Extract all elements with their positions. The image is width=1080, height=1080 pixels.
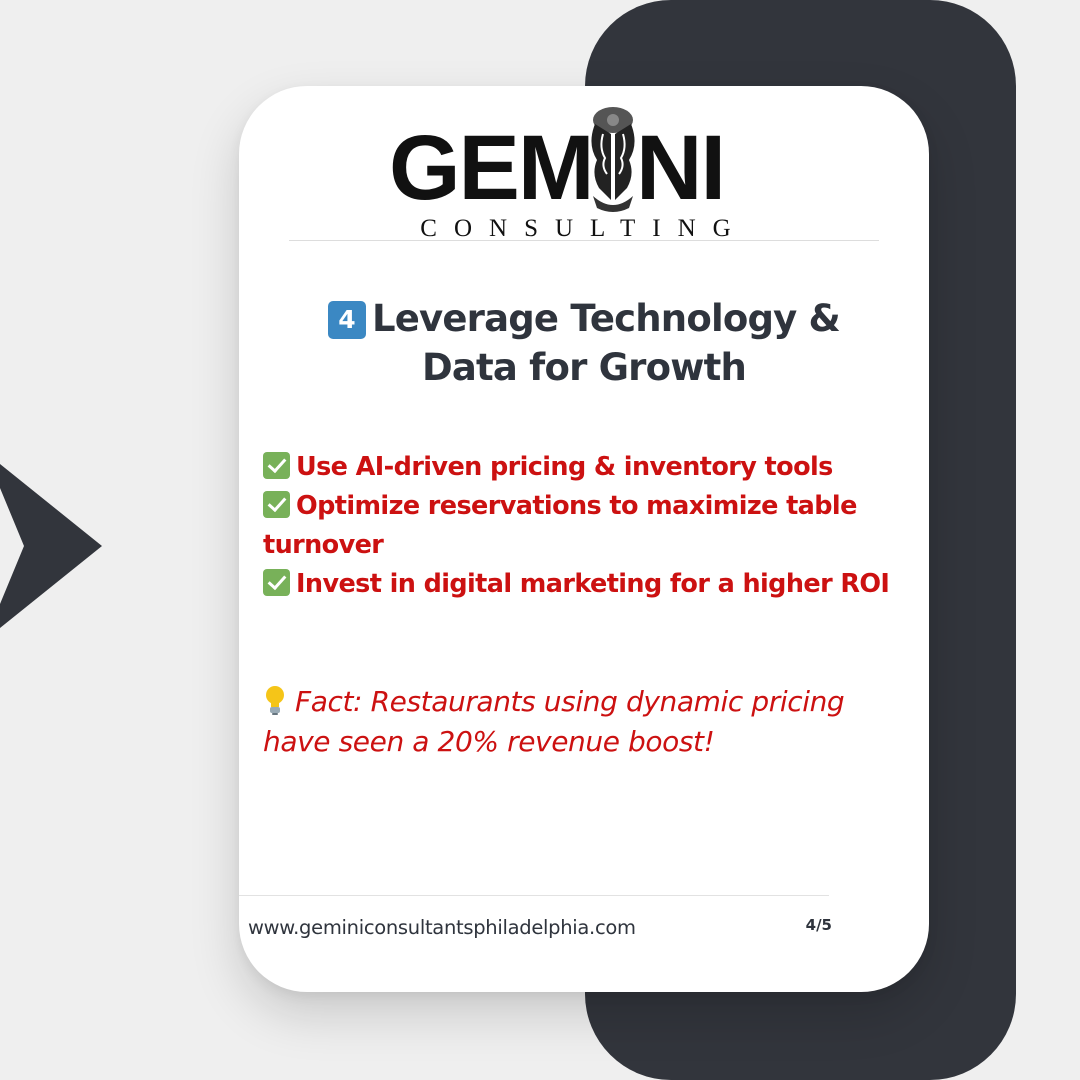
logo-word-left: GEM: [389, 117, 595, 219]
page-indicator: 4/5: [805, 916, 832, 934]
website-url[interactable]: www.geminiconsultantsphiladelphia.com: [248, 916, 636, 939]
list-item: Use AI-driven pricing & inventory tools: [263, 448, 893, 487]
check-mark-icon: [263, 452, 290, 479]
slide-heading: 4 Leverage Technology & Data for Growth: [279, 294, 889, 392]
list-item: Invest in digital marketing for a higher…: [263, 565, 893, 604]
logo-subtitle: CONSULTING: [420, 215, 748, 242]
footer-divider: [239, 895, 829, 896]
fact-callout: Fact: Restaurants using dynamic pricing …: [263, 682, 893, 762]
logo-word-right: NI: [636, 117, 726, 219]
gemini-consulting-logo: GEM NI CONSULTING: [239, 104, 929, 242]
list-item: Optimize reservations to maximize table …: [263, 487, 893, 565]
check-mark-icon: [263, 569, 290, 596]
keycap-number-icon: 4: [327, 301, 366, 339]
list-item-text: Invest in digital marketing for a higher…: [296, 569, 890, 599]
content-card: GEM NI CONSULTING 4 Leverage Technology &…: [239, 86, 929, 992]
heading-line-2: Data for Growth: [421, 346, 747, 389]
list-item-text: Optimize reservations to maximize table …: [263, 491, 857, 560]
fact-text: Fact: Restaurants using dynamic pricing …: [263, 685, 845, 758]
bullet-list: Use AI-driven pricing & inventory tools …: [263, 448, 893, 604]
light-bulb-icon: [266, 686, 284, 715]
header-divider: [289, 240, 879, 241]
list-item-text: Use AI-driven pricing & inventory tools: [296, 452, 833, 482]
heading-line-1: Leverage Technology &: [371, 297, 841, 340]
check-mark-icon: [263, 491, 290, 518]
next-slide-arrow-icon[interactable]: [0, 464, 102, 628]
twin-figures-logo-icon: [591, 107, 635, 212]
